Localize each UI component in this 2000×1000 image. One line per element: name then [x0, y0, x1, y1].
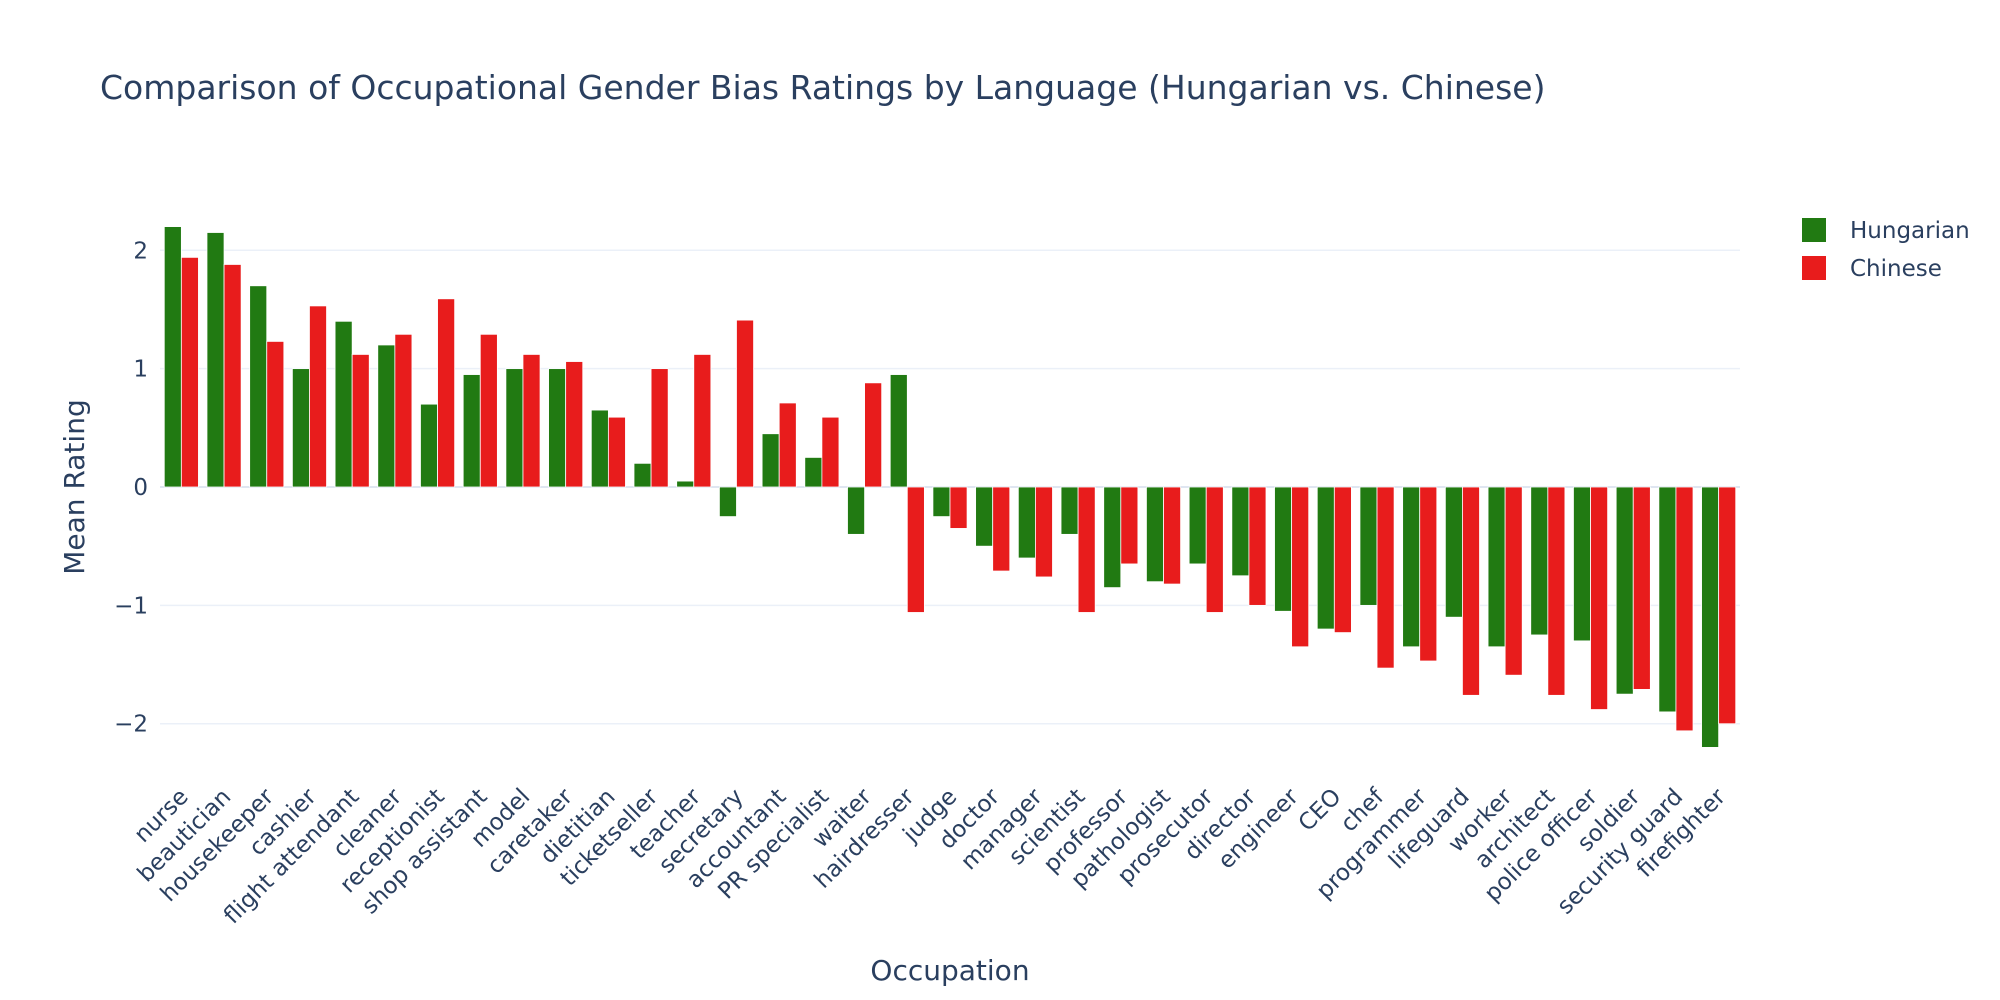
legend-label: Hungarian	[1850, 218, 1970, 244]
bar-hungarian-doctor[interactable]	[975, 486, 994, 547]
bar-chinese-ceo[interactable]	[1333, 486, 1352, 633]
bar-hungarian-secretary[interactable]	[719, 486, 737, 517]
bar-chinese-professor[interactable]	[1120, 486, 1139, 565]
bar-chinese-cashier[interactable]	[309, 305, 327, 488]
bar-chinese-ticketseller[interactable]	[650, 368, 669, 488]
y-tick-label: −2	[114, 712, 148, 738]
bar-hungarian-scientist[interactable]	[1060, 486, 1079, 535]
legend-item-chinese[interactable]: Chinese	[1802, 256, 1942, 282]
bar-chinese-cleaner[interactable]	[394, 333, 413, 488]
bar-hungarian-architect[interactable]	[1530, 486, 1549, 636]
y-tick-label: 2	[133, 238, 148, 264]
bar-hungarian-teacher[interactable]	[676, 480, 695, 488]
bar-chinese-nurse[interactable]	[180, 256, 199, 488]
bar-chinese-prosecutor[interactable]	[1205, 486, 1224, 613]
bar-chinese-model[interactable]	[522, 354, 541, 488]
legend-label: Chinese	[1850, 256, 1942, 282]
bar-hungarian-housekeeper[interactable]	[249, 285, 268, 488]
legend-swatch	[1802, 218, 1826, 242]
bar-chinese-secretary[interactable]	[736, 319, 754, 488]
bar-chinese-judge[interactable]	[949, 486, 968, 529]
bar-hungarian-receptionist[interactable]	[420, 403, 438, 488]
bar-chinese-police-officer[interactable]	[1590, 486, 1609, 710]
bar-hungarian-shop-assistant[interactable]	[462, 374, 481, 488]
x-axis-ticks: nursebeauticianhousekeepercashierflight …	[129, 783, 1731, 929]
bar-hungarian-cleaner[interactable]	[377, 344, 396, 488]
bar-chinese-lifeguard[interactable]	[1462, 486, 1480, 696]
y-tick-label: 0	[133, 475, 148, 501]
bar-hungarian-judge[interactable]	[932, 486, 951, 517]
bar-hungarian-caretaker[interactable]	[548, 368, 567, 488]
bar-hungarian-pr-specialist[interactable]	[804, 457, 823, 488]
bar-chinese-doctor[interactable]	[992, 486, 1011, 572]
bar-hungarian-manager[interactable]	[1017, 486, 1036, 559]
bar-hungarian-pathologist[interactable]	[1146, 486, 1164, 583]
bar-chinese-hairdresser[interactable]	[906, 486, 925, 613]
bar-chinese-housekeeper[interactable]	[266, 341, 285, 488]
bar-hungarian-prosecutor[interactable]	[1188, 486, 1207, 565]
bar-chinese-soldier[interactable]	[1632, 486, 1651, 690]
bar-hungarian-ticketseller[interactable]	[633, 462, 652, 488]
bar-hungarian-professor[interactable]	[1103, 486, 1122, 589]
bar-hungarian-nurse[interactable]	[163, 226, 182, 488]
y-tick-label: 1	[133, 357, 148, 383]
bar-chinese-receptionist[interactable]	[437, 298, 456, 488]
bar-chinese-security-guard[interactable]	[1675, 486, 1694, 732]
legend-swatch	[1802, 256, 1826, 280]
bar-chinese-flight-attendant[interactable]	[351, 354, 370, 488]
bar-hungarian-engineer[interactable]	[1274, 486, 1293, 612]
bar-chinese-waiter[interactable]	[864, 382, 883, 488]
bar-hungarian-chef[interactable]	[1359, 486, 1378, 606]
bar-chinese-dietitian[interactable]	[607, 416, 626, 488]
x-axis-title: Occupation	[870, 954, 1029, 987]
bar-hungarian-director[interactable]	[1231, 486, 1250, 577]
legend-item-hungarian[interactable]: Hungarian	[1802, 218, 1970, 244]
bar-hungarian-programmer[interactable]	[1402, 486, 1421, 648]
bar-chinese-manager[interactable]	[1035, 486, 1053, 578]
bar-hungarian-firefighter[interactable]	[1701, 486, 1720, 748]
bar-hungarian-soldier[interactable]	[1615, 486, 1634, 695]
y-axis-title: Mean Rating	[58, 399, 91, 574]
bar-chinese-pathologist[interactable]	[1163, 486, 1181, 585]
bar-hungarian-lifeguard[interactable]	[1444, 486, 1463, 618]
bar-hungarian-ceo[interactable]	[1316, 486, 1335, 630]
chart-title: Comparison of Occupational Gender Bias R…	[100, 68, 1545, 107]
bar-chinese-chef[interactable]	[1376, 486, 1395, 669]
bar-hungarian-cashier[interactable]	[291, 368, 310, 488]
bar-hungarian-accountant[interactable]	[761, 433, 780, 488]
bar-chinese-accountant[interactable]	[778, 402, 797, 488]
bar-hungarian-worker[interactable]	[1487, 486, 1506, 648]
bars	[163, 226, 1737, 748]
legend[interactable]: Hungarian Chinese	[1802, 218, 1970, 282]
bar-chinese-caretaker[interactable]	[565, 361, 584, 488]
bar-chinese-beautician[interactable]	[223, 264, 242, 488]
y-axis-ticks: −2 −1 0 1 2	[114, 238, 148, 737]
bar-chinese-director[interactable]	[1248, 486, 1267, 606]
bar-chinese-pr-specialist[interactable]	[821, 416, 840, 488]
bar-chinese-teacher[interactable]	[693, 354, 712, 488]
bar-chinese-engineer[interactable]	[1291, 486, 1310, 648]
bar-hungarian-hairdresser[interactable]	[889, 374, 908, 488]
y-tick-label: −1	[114, 593, 148, 619]
x-tick-label: CEO	[1294, 784, 1347, 837]
bar-hungarian-flight-attendant[interactable]	[334, 320, 353, 488]
bar-hungarian-security-guard[interactable]	[1658, 486, 1677, 713]
bar-hungarian-beautician[interactable]	[206, 232, 225, 488]
bar-chinese-firefighter[interactable]	[1718, 486, 1737, 725]
bar-hungarian-waiter[interactable]	[847, 486, 865, 535]
bar-hungarian-police-officer[interactable]	[1573, 486, 1591, 642]
bar-hungarian-dietitian[interactable]	[590, 409, 609, 488]
bar-chinese-scientist[interactable]	[1077, 486, 1096, 613]
bar-chinese-programmer[interactable]	[1419, 486, 1438, 662]
bar-chinese-architect[interactable]	[1547, 486, 1566, 696]
bar-hungarian-model[interactable]	[505, 368, 524, 488]
bar-chinese-shop-assistant[interactable]	[479, 333, 498, 488]
bar-chinese-worker[interactable]	[1504, 486, 1523, 676]
